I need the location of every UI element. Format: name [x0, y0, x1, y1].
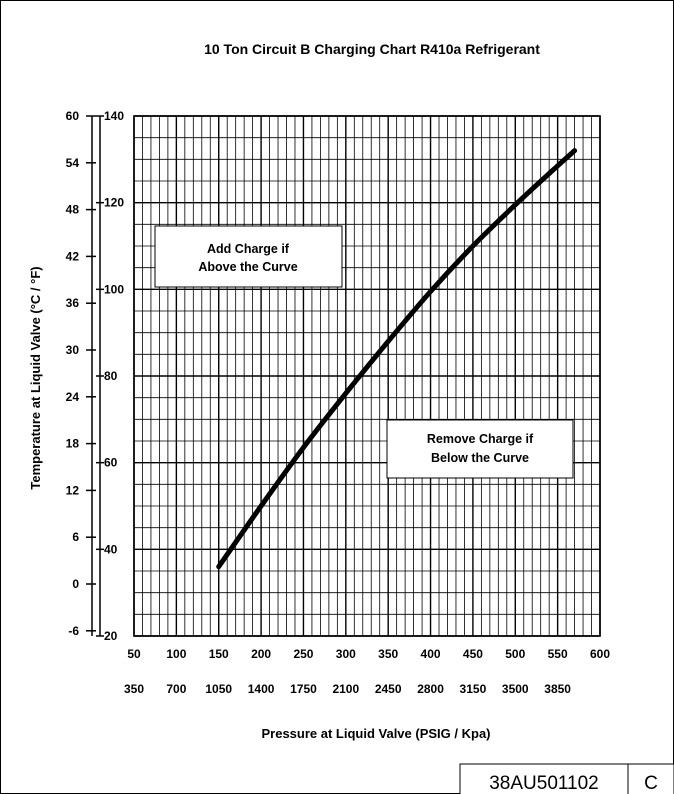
- y-tick-label-c: 48: [66, 203, 80, 217]
- x-tick-label-psig: 550: [548, 647, 568, 661]
- x-tick-label-psig: 250: [293, 647, 313, 661]
- y-tick-label-c: 6: [72, 530, 79, 544]
- x-tick-label-psig: 400: [421, 647, 441, 661]
- y-tick-label-f: 120: [104, 196, 124, 210]
- x-tick-label-kpa: 2800: [417, 682, 444, 696]
- x-tick-label-kpa: 350: [124, 682, 144, 696]
- x-tick-label-psig: 100: [166, 647, 186, 661]
- y-tick-label-c: 42: [66, 249, 80, 263]
- x-tick-label-psig: 200: [251, 647, 271, 661]
- document-stamp: 38AU501102 C: [459, 763, 674, 794]
- y-tick-label-c: 12: [66, 483, 80, 497]
- x-tick-label-kpa: 3850: [544, 682, 571, 696]
- x-tick-label-psig: 350: [378, 647, 398, 661]
- doc-number-box: [459, 763, 629, 794]
- y-tick-label-f: 100: [104, 282, 124, 296]
- add-charge-line-2: Above the Curve: [198, 260, 297, 274]
- x-tick-label-psig: 50: [127, 647, 141, 661]
- add-charge-annotation: Add Charge if Above the Curve: [154, 225, 343, 288]
- y-tick-label-f: 60: [104, 456, 118, 470]
- remove-charge-box: [386, 419, 574, 479]
- y-tick-label-c: 60: [66, 109, 80, 123]
- y-tick-label-c: 36: [66, 296, 80, 310]
- x-tick-label-kpa: 1050: [205, 682, 232, 696]
- y-tick-label-f: 80: [104, 369, 118, 383]
- chart-title: 10 Ton Circuit B Charging Chart R410a Re…: [204, 41, 540, 57]
- y-tick-label-c: 0: [72, 577, 79, 591]
- y-tick-label-c: 24: [66, 390, 80, 404]
- x-tick-label-kpa: 3150: [460, 682, 487, 696]
- y-tick-label-c: 18: [66, 437, 80, 451]
- x-tick-label-psig: 150: [209, 647, 229, 661]
- x-ticks: 50 100 150 200 250 300 350 400 450 500 550 600 350 70…: [124, 647, 610, 696]
- x-tick-label-kpa: 700: [166, 682, 186, 696]
- y-tick-label-c: 30: [66, 343, 80, 357]
- y-tick-label-f: 140: [104, 109, 124, 123]
- x-tick-label-kpa: 2100: [332, 682, 359, 696]
- x-tick-label-kpa: 1750: [290, 682, 317, 696]
- doc-number: 38AU501102: [489, 773, 599, 794]
- x-tick-label-kpa: 3500: [502, 682, 529, 696]
- y-axis-label: Temperature at Liquid Valve (°C / °F): [28, 266, 43, 489]
- y-tick-label-f: 20: [104, 629, 118, 643]
- x-tick-label-psig: 500: [505, 647, 525, 661]
- x-tick-label-psig: 300: [336, 647, 356, 661]
- charging-curve: [216, 148, 578, 570]
- remove-charge-line-2: Below the Curve: [431, 451, 529, 465]
- remove-charge-line-1: Remove Charge if: [427, 432, 534, 446]
- y-ticks-celsius: -6 0 6 12 18 24 30 36 42 48 54 60: [66, 109, 96, 638]
- y-tick-label-c: -6: [68, 624, 79, 638]
- x-tick-label-psig: 600: [590, 647, 610, 661]
- x-axis-label: Pressure at Liquid Valve (PSIG / Kpa): [261, 726, 490, 741]
- plot-border: [133, 115, 601, 637]
- add-charge-box: [154, 225, 343, 288]
- x-tick-label-psig: 450: [463, 647, 483, 661]
- x-tick-label-kpa: 2450: [375, 682, 402, 696]
- y-ticks-fahrenheit: 20 40 60 80 100 120 140: [96, 109, 124, 643]
- y-tick-label-c: 54: [66, 156, 80, 170]
- revision-box: [627, 763, 674, 794]
- remove-charge-annotation: Remove Charge if Below the Curve: [386, 419, 574, 479]
- revision-letter: C: [644, 773, 658, 794]
- y-tick-label-f: 40: [104, 542, 118, 556]
- x-tick-label-kpa: 1400: [248, 682, 275, 696]
- add-charge-line-1: Add Charge if: [207, 242, 290, 256]
